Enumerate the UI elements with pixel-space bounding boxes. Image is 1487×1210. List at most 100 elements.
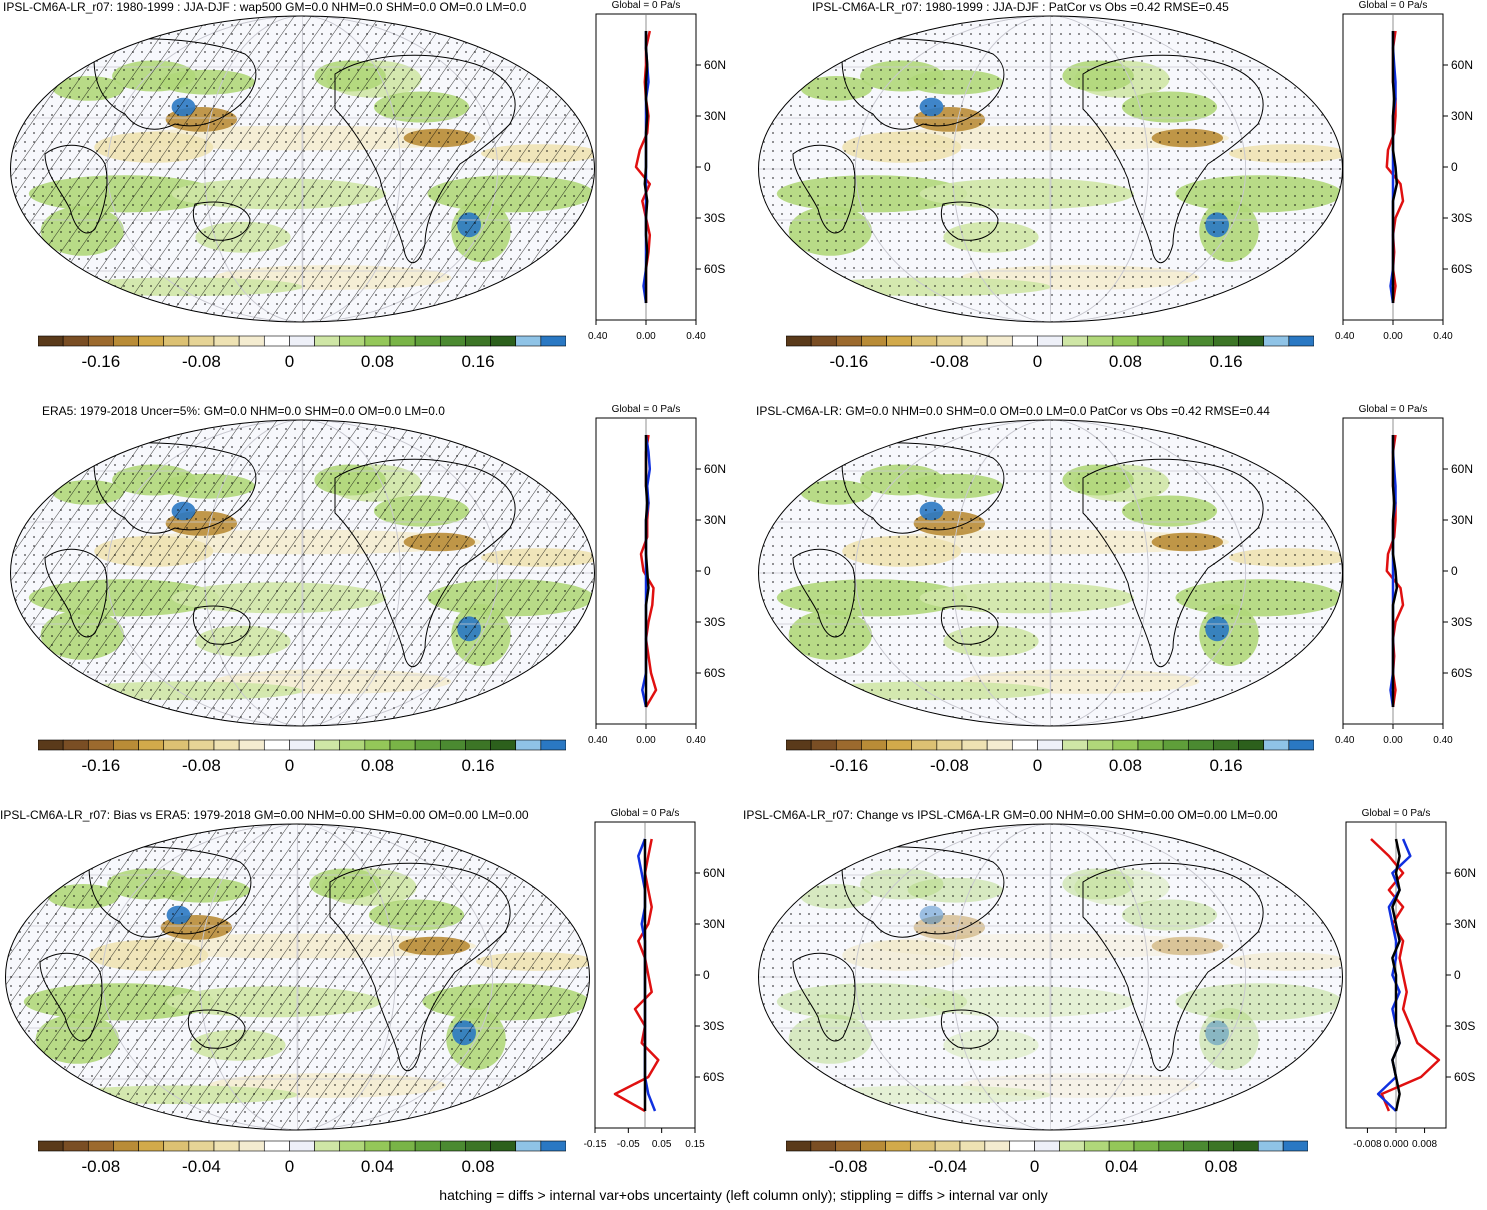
colorbar-swatch	[414, 739, 441, 751]
coastline	[792, 548, 856, 638]
lat-tick-label: 30S	[1451, 615, 1472, 629]
coastline	[1082, 458, 1264, 668]
colorbar-swatch	[138, 739, 165, 751]
colorbar-swatch	[87, 739, 114, 751]
colorbar-swatch	[861, 335, 887, 347]
colorbar-swatch	[786, 1140, 812, 1152]
colorbar-swatch	[213, 335, 240, 347]
coastline	[1082, 862, 1264, 1072]
colorbar-tick-label: 0.08	[361, 756, 394, 775]
panel-title: IPSL-CM6A-LR: GM=0.0 NHM=0.0 SHM=0.0 OM=…	[756, 404, 1270, 418]
global-mean-line	[1391, 435, 1399, 707]
colorbar-swatch	[961, 335, 988, 347]
map-border	[5, 823, 590, 1131]
colorbar-swatch	[263, 1140, 290, 1152]
lat-tick-label: 30S	[703, 1019, 724, 1033]
map-field	[758, 420, 1343, 726]
world-map	[758, 419, 1343, 727]
colorbar-swatch	[786, 335, 812, 347]
colorbar-swatch	[1037, 739, 1063, 751]
colorbar-tick-label: 0.08	[1204, 1157, 1237, 1176]
colorbar-swatch	[1162, 335, 1189, 347]
colorbar-swatch	[936, 335, 963, 347]
colorbar-swatch	[1108, 1140, 1135, 1152]
x-tick-label: 0.00	[1383, 735, 1403, 746]
colorbar-swatch	[163, 739, 190, 751]
colorbar-tick-label: -0.08	[829, 1157, 868, 1176]
colorbar-swatch	[364, 335, 391, 347]
colorbar-swatch	[886, 335, 913, 347]
coastline	[187, 1009, 246, 1049]
colorbar-swatch	[1037, 335, 1063, 347]
colorbar-swatch	[835, 739, 862, 751]
world-map	[5, 823, 590, 1131]
colorbar-swatch	[289, 335, 315, 347]
coastline	[792, 952, 856, 1042]
coastline	[39, 952, 103, 1042]
land-mean-line	[613, 838, 660, 1113]
colorbar-tick-label: -0.08	[182, 352, 221, 371]
lat-tick-label: 60S	[1451, 666, 1472, 680]
colorbar-swatch	[289, 1140, 315, 1152]
colorbar-swatch	[439, 739, 466, 751]
x-tick-label: 0.40	[686, 735, 706, 746]
colorbar: -0.16 -0.08 0 0.08 0.16	[786, 335, 1314, 371]
footer-caption: hatching = diffs > internal var+obs unce…	[439, 1187, 1048, 1203]
coastline	[44, 548, 108, 638]
colorbar-swatch	[984, 1140, 1011, 1152]
lat-tick-label: 0	[704, 564, 711, 578]
lat-tick-label: 0	[1451, 564, 1458, 578]
colorbar-swatch	[389, 1140, 416, 1152]
lat-tick-label: 30N	[704, 109, 726, 123]
panel-title: IPSL-CM6A-LR_r07: Bias vs ERA5: 1979-201…	[0, 808, 529, 822]
colorbar-swatch	[835, 1140, 861, 1152]
colorbar-swatch	[38, 1140, 64, 1152]
colorbar-swatch	[1059, 1140, 1085, 1152]
map-field	[758, 824, 1343, 1130]
x-tick-label: 0.000	[1383, 1139, 1408, 1150]
lat-tick-label: 60S	[1451, 262, 1472, 276]
colorbar-swatch	[986, 739, 1013, 751]
coastline	[841, 442, 1005, 534]
colorbar-swatch	[1238, 335, 1265, 347]
lat-tick-label: 60N	[1454, 866, 1476, 880]
zonal-mean-profile: Global = 0 Pa/s 60N 30N 0 30S 60S -0.008 0.000 0…	[1345, 808, 1476, 1150]
lat-tick-label: 60S	[1454, 1070, 1475, 1084]
colorbar-swatch	[515, 335, 542, 347]
colorbar-swatch	[810, 739, 837, 751]
land-mean-line	[1370, 838, 1441, 1112]
coastline	[192, 201, 251, 241]
colorbar-swatch	[213, 1140, 240, 1152]
colorbar-swatch	[188, 335, 215, 347]
coastline	[841, 846, 1005, 938]
world-map	[758, 823, 1343, 1131]
lat-tick-label: 30N	[1451, 513, 1473, 527]
zonal-mean-profile: Global = 0 Pa/s 60N 30N 0 30S 60S -0.40 0.00 0.4…	[588, 404, 726, 746]
colorbar-swatch	[263, 335, 290, 347]
lat-tick-label: 60S	[704, 666, 725, 680]
colorbar-tick-label: -0.08	[930, 352, 969, 371]
stippling	[758, 420, 1343, 726]
map-field	[10, 420, 595, 726]
map-border	[758, 823, 1343, 1131]
colorbar-swatch	[540, 335, 566, 347]
colorbar-tick-label: -0.04	[928, 1157, 967, 1176]
colorbar-tick-label: 0.16	[461, 352, 494, 371]
colorbar: -0.16 -0.08 0 0.08 0.16	[38, 335, 566, 371]
colorbar-swatch	[188, 739, 215, 751]
colorbar: -0.08 -0.04 0 0.04 0.08	[38, 1140, 566, 1176]
colorbar-swatch	[911, 739, 938, 751]
world-map	[10, 15, 595, 323]
lat-tick-label: 60N	[1451, 58, 1473, 72]
colorbar-tick-label: 0	[1033, 756, 1042, 775]
colorbar-swatch	[414, 335, 441, 347]
colorbar-swatch	[1133, 1140, 1160, 1152]
coastline	[1082, 54, 1264, 264]
colorbar-swatch	[1062, 739, 1089, 751]
colorbar-tick-label: 0.08	[1109, 352, 1142, 371]
colorbar-swatch	[490, 1140, 517, 1152]
coastline	[44, 144, 108, 234]
colorbar-swatch	[1213, 335, 1239, 347]
stippling	[758, 824, 1343, 1130]
global-mean-line	[1391, 838, 1401, 1112]
